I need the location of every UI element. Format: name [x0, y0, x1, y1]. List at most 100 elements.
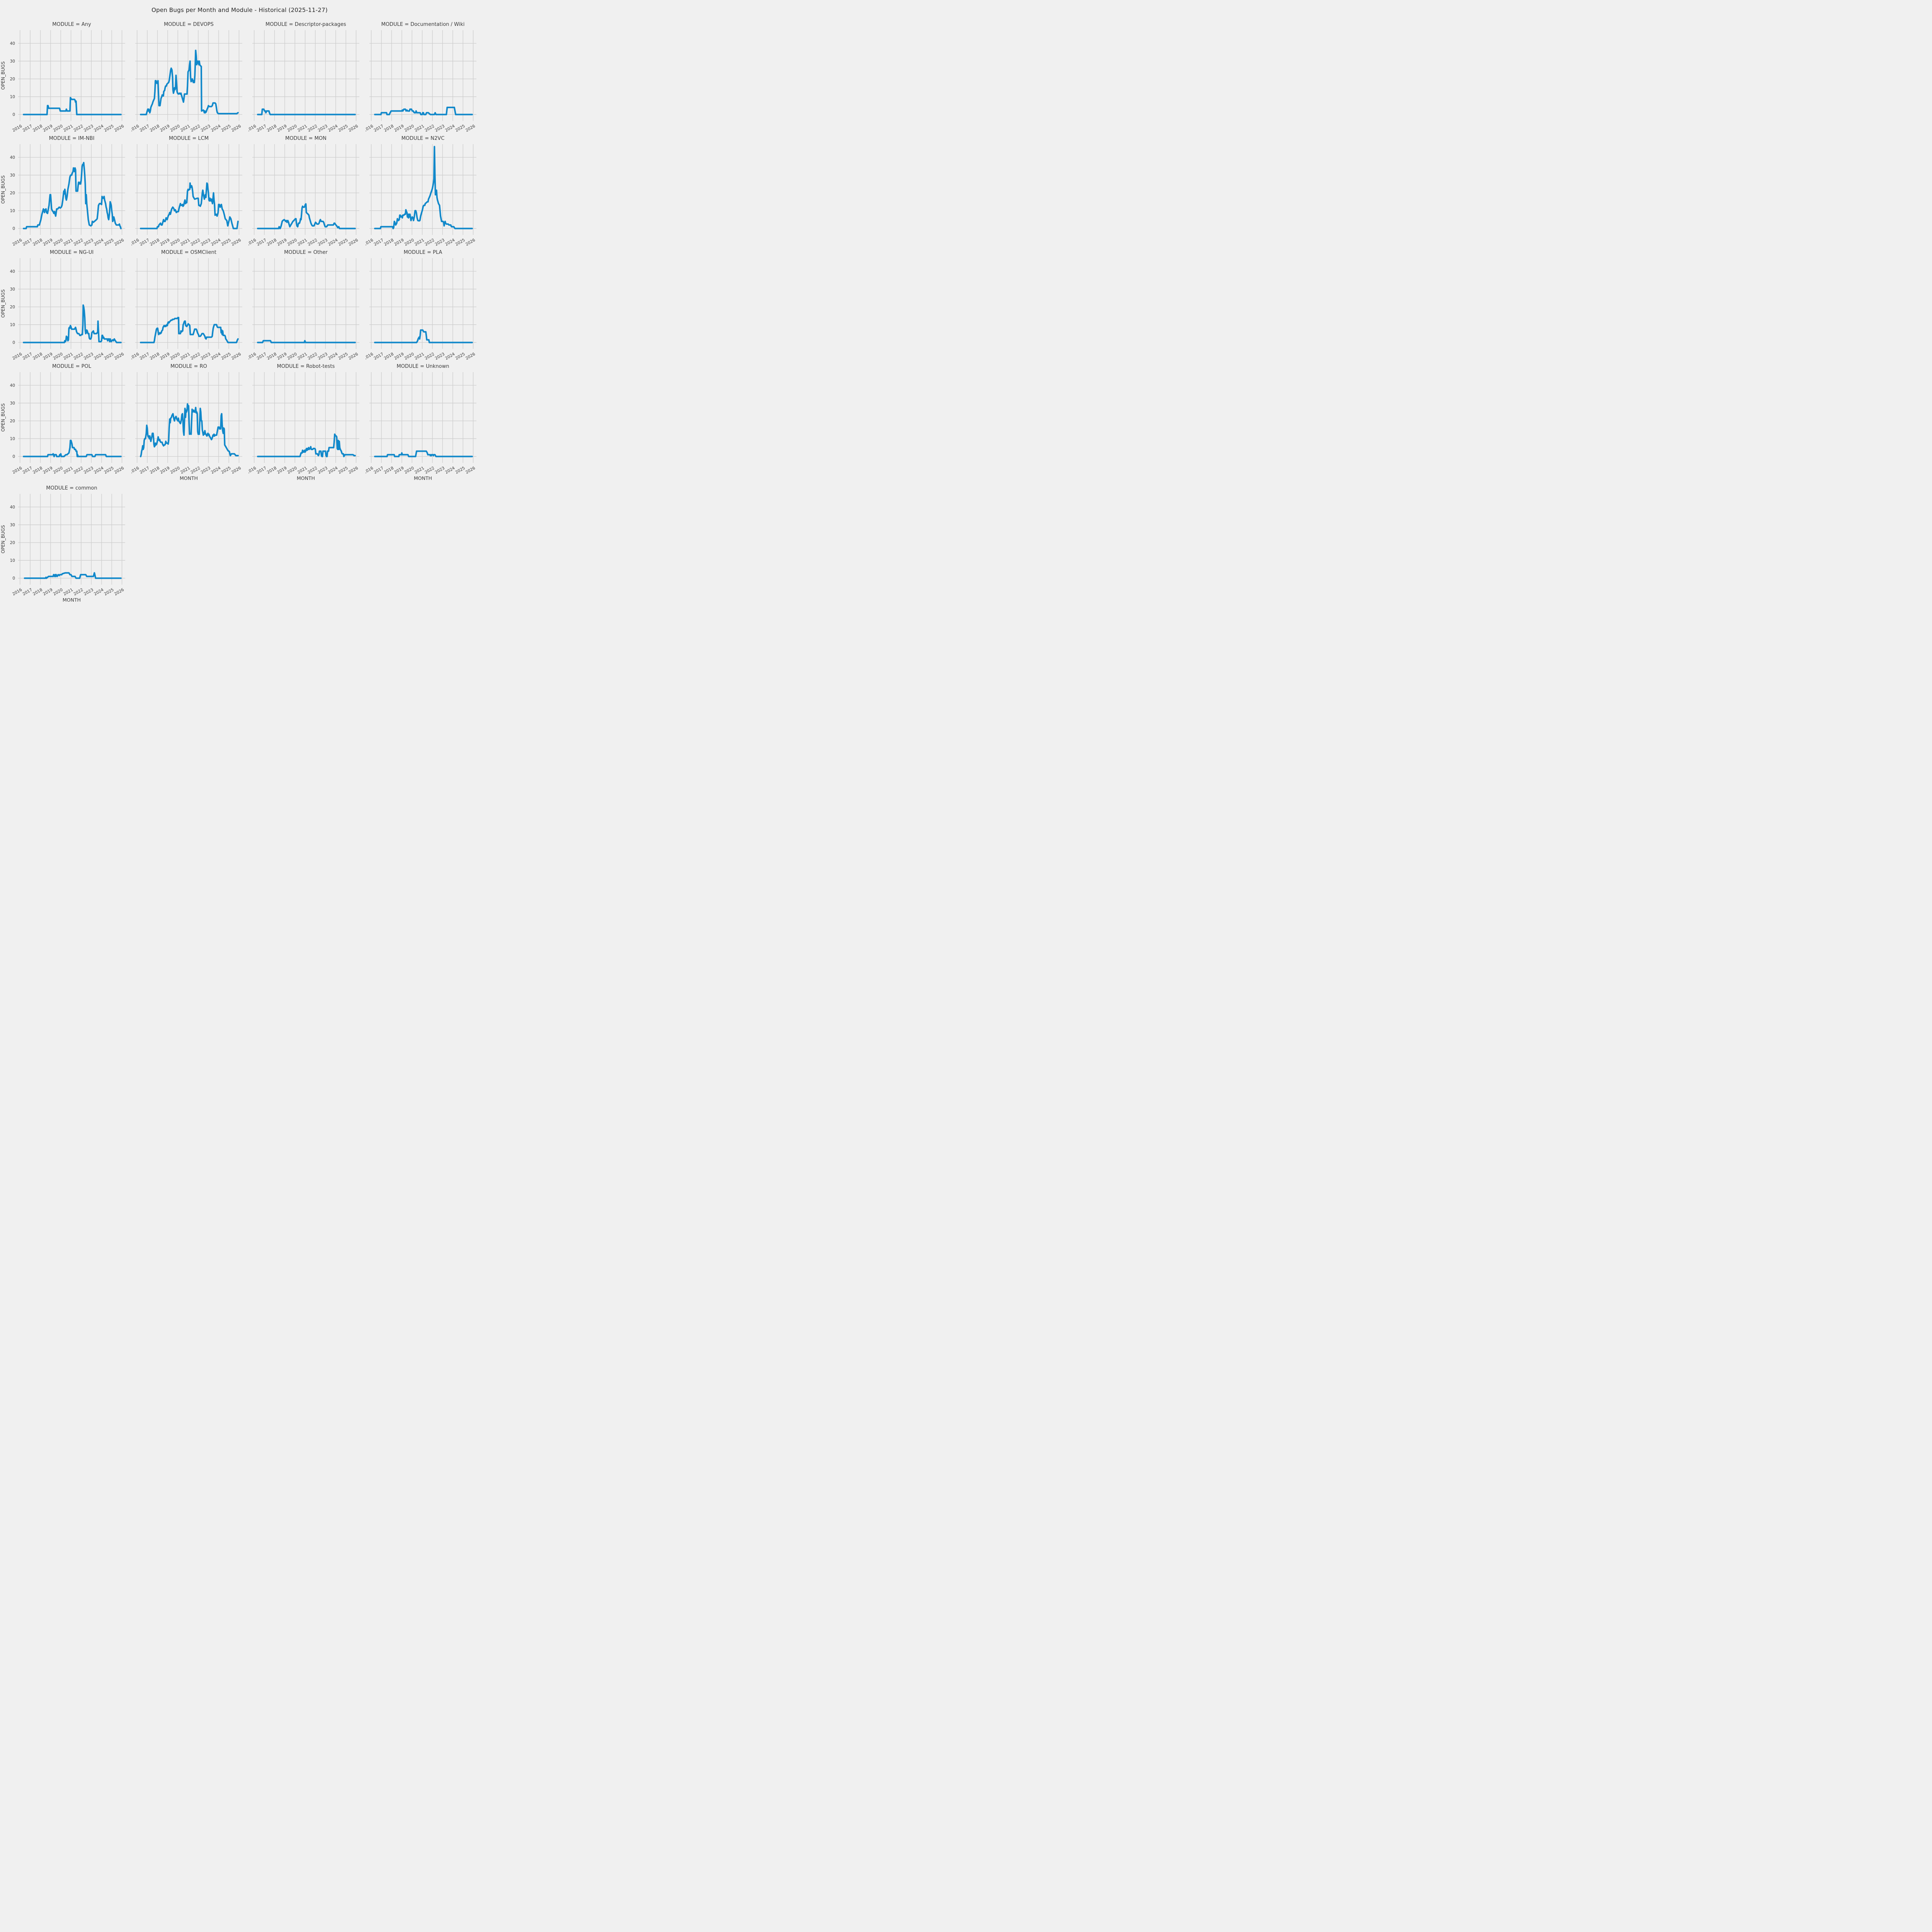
- y-tick-label: 20: [10, 191, 15, 196]
- facet-chart: MODULE = Unknown 201620172018201920202021…: [366, 364, 476, 481]
- x-tick-label: 2016: [366, 124, 374, 133]
- x-tick-label: 2019: [42, 587, 53, 597]
- x-tick-label: 2021: [297, 124, 308, 133]
- y-tick-label: 0: [12, 226, 15, 231]
- x-tick-label: 2026: [114, 238, 125, 247]
- x-tick-label: 2023: [200, 124, 211, 133]
- facet-title: MODULE = Descriptor-packages: [265, 22, 346, 27]
- y-tick-label: 0: [12, 454, 15, 459]
- x-tick-label: 2024: [327, 238, 338, 247]
- x-tick-label: 2023: [434, 352, 446, 361]
- x-tick-label: 2016: [12, 124, 23, 133]
- x-tick-label: 2016: [131, 352, 140, 361]
- x-tick-label: 2025: [104, 238, 115, 247]
- x-tick-label: 2025: [338, 352, 349, 361]
- facet-title: MODULE = common: [46, 485, 97, 491]
- bug-trend-line: [23, 439, 122, 457]
- x-tick-label: 2023: [200, 466, 211, 475]
- x-tick-label: 2026: [231, 352, 242, 361]
- facet-title: MODULE = Other: [284, 250, 328, 255]
- x-tick-label: 2020: [53, 352, 64, 361]
- facet-chart: MODULE = Documentation / Wiki20162017201…: [366, 22, 476, 133]
- x-tick-label: 2020: [170, 124, 181, 133]
- facet-chart: MODULE = common2016201720182019202020212…: [0, 485, 125, 603]
- y-axis-label: OPEN_BUGS: [0, 403, 6, 432]
- y-tick-label: 30: [10, 401, 15, 406]
- x-tick-label: 2018: [32, 352, 43, 361]
- x-tick-label: 2020: [170, 466, 181, 475]
- bug-trend-line: [23, 304, 122, 344]
- x-tick-label: 2016: [131, 124, 140, 133]
- facet-chart: MODULE = Other20162017201820192020202120…: [248, 250, 359, 361]
- x-tick-label: 2017: [373, 466, 384, 475]
- y-tick-label: 40: [10, 383, 15, 388]
- x-tick-label: 2019: [393, 124, 405, 133]
- x-tick-label: 2025: [455, 238, 466, 247]
- x-tick-label: 2018: [32, 466, 43, 474]
- x-tick-label: 2024: [210, 124, 221, 133]
- x-tick-label: 2018: [149, 124, 160, 133]
- facet-title: MODULE = DEVOPS: [164, 22, 214, 27]
- x-tick-label: 2018: [266, 124, 277, 133]
- x-tick-label: 2021: [180, 238, 191, 247]
- facet-ro: MODULE = RO 2016 2017 2018 2019 2020 2021 2022 2…: [131, 362, 245, 482]
- x-tick-label: 2022: [307, 466, 318, 475]
- x-tick-label: 2026: [348, 124, 359, 133]
- facet-grid: MODULE = Any 2016 2017 2018 2019 2020 2021 2022…: [0, 20, 479, 604]
- x-tick-label: 2022: [73, 352, 84, 361]
- y-tick-label: 40: [10, 155, 15, 160]
- x-tick-label: 2017: [256, 352, 267, 361]
- facet-title: MODULE = POL: [52, 364, 92, 369]
- x-tick-label: 2019: [42, 238, 53, 247]
- x-tick-label: 2019: [276, 238, 287, 247]
- x-tick-label: 2017: [256, 238, 267, 247]
- x-tick-label: 2026: [465, 124, 476, 133]
- x-tick-label: 2016: [12, 587, 23, 597]
- x-tick-label: 2022: [73, 238, 84, 247]
- x-tick-label: 2018: [32, 124, 43, 133]
- y-axis-label: OPEN_BUGS: [0, 175, 6, 204]
- x-tick-label: 2020: [404, 466, 415, 475]
- x-tick-label: 2024: [444, 238, 456, 247]
- x-tick-label: 2024: [210, 466, 221, 475]
- x-tick-label: 2025: [221, 124, 232, 133]
- x-tick-label: 2023: [83, 238, 94, 247]
- x-tick-label: 2021: [63, 352, 74, 361]
- x-tick-label: 2024: [327, 352, 338, 361]
- x-tick-label: 2019: [276, 352, 287, 361]
- bug-trend-line: [140, 316, 239, 344]
- y-tick-label: 20: [10, 541, 15, 545]
- x-tick-label: 2016: [12, 466, 23, 474]
- bug-trend-line: [257, 203, 356, 230]
- facet-common: MODULE = common 2016 2017 2018 2019 2020 2021 2…: [0, 484, 128, 604]
- x-tick-label: 2023: [200, 352, 211, 361]
- x-tick-label: 2018: [383, 352, 395, 361]
- x-tick-label: 2017: [139, 124, 150, 133]
- x-tick-label: 2025: [338, 124, 349, 133]
- x-tick-label: 2017: [256, 124, 267, 133]
- x-tick-label: 2025: [104, 352, 115, 361]
- x-tick-label: 2019: [42, 124, 53, 133]
- y-tick-label: 20: [10, 77, 15, 82]
- facet-ng-ui: MODULE = NG-UI 2016 2017 2018 2019 2020 2021 20…: [0, 248, 128, 361]
- facet-chart: MODULE = POL 2016201720182019202020212022…: [0, 364, 125, 474]
- x-tick-label: 2021: [180, 352, 191, 361]
- x-tick-label: 2019: [159, 352, 170, 361]
- x-tick-label: 2025: [221, 238, 232, 247]
- x-tick-label: 2026: [465, 466, 476, 475]
- x-tick-label: 2025: [104, 587, 115, 597]
- x-tick-label: 2016: [12, 238, 23, 247]
- x-tick-label: 2020: [53, 238, 64, 247]
- facet-title: MODULE = OSMClient: [161, 250, 216, 255]
- y-tick-label: 40: [10, 41, 15, 46]
- x-tick-label: 2021: [414, 466, 425, 475]
- x-tick-label: 2025: [221, 466, 232, 475]
- x-tick-label: 2026: [114, 587, 125, 597]
- x-tick-label: 2021: [297, 466, 308, 475]
- x-tick-label: 2017: [139, 466, 150, 475]
- x-tick-label: 2024: [93, 466, 104, 474]
- x-tick-label: 2023: [83, 352, 94, 361]
- x-tick-label: 2025: [221, 352, 232, 361]
- x-tick-label: 2019: [159, 466, 170, 475]
- bug-trend-line: [374, 107, 473, 116]
